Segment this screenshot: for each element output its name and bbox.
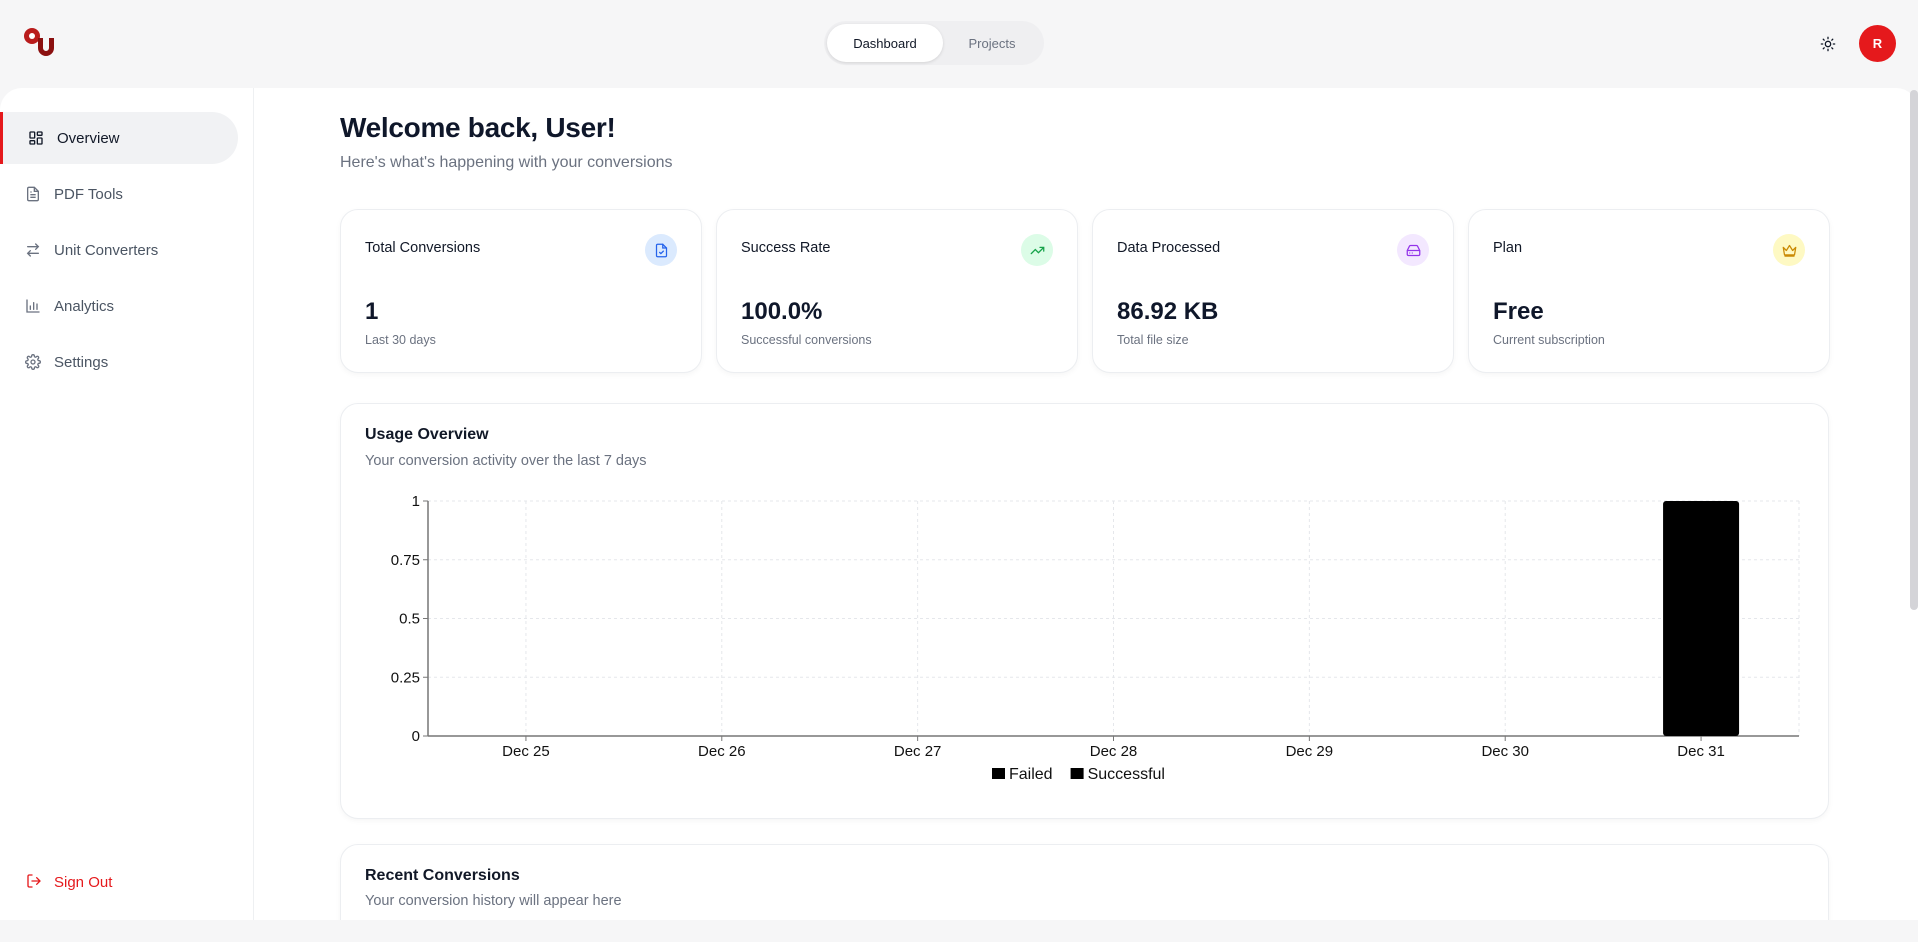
chart-x-tick-label: Dec 26 [698,743,746,760]
sun-icon [1820,36,1836,52]
page-subtitle: Here's what's happening with your conver… [340,154,673,171]
chart-legend-label: Successful [1088,766,1165,783]
grid-icon [27,129,45,147]
stat-note: Total file size [1117,333,1189,347]
chart-y-tick-label: 0 [412,728,420,745]
bar-chart-icon [24,297,42,315]
sign-out-label: Sign Out [54,873,113,891]
usage-title: Usage Overview [365,426,489,443]
chart-x-tick-label: Dec 31 [1677,743,1725,760]
app-logo[interactable] [22,26,56,60]
sidebar-item-label: Analytics [54,297,115,315]
stat-note: Successful conversions [741,333,872,347]
sidebar-item-label: Settings [54,353,109,371]
chart-y-tick-label: 0.5 [399,611,420,628]
chart-bar-successful [1663,501,1740,736]
top-bar: Dashboard Projects R [0,0,1918,88]
sidebar-item-pdf-tools[interactable]: PDF Tools [0,168,238,220]
usage-chart: 0 0.25 0.5 0.75 1 Dec 25 Dec 26 Dec 27 Dec 28 Dec… [391,493,1800,783]
sign-out-button[interactable]: Sign Out [26,873,112,891]
usage-subtitle: Your conversion activity over the last 7… [365,453,647,469]
stat-card-plan: Plan Free Current subscription [1468,209,1830,373]
sidebar-item-unit-converters[interactable]: Unit Converters [0,224,238,276]
recent-title: Recent Conversions [365,867,520,884]
tab-projects[interactable]: Projects [968,35,1016,51]
stat-title: Success Rate [741,240,831,256]
chart-x-tick-label: Dec 28 [1090,743,1138,760]
nav-tabs: Dashboard Projects [824,21,1044,65]
chart-x-tick-label: Dec 30 [1481,743,1529,760]
stat-value: 1 [365,298,379,325]
stat-title: Total Conversions [365,240,481,256]
recent-subtitle: Your conversion history will appear here [365,893,622,909]
hard-drive-icon [1397,234,1429,266]
chart-legend-label: Failed [1009,766,1053,783]
sidebar: Overview PDF Tools Unit Converters Analy… [0,88,254,920]
gear-icon [24,353,42,371]
page-title: Welcome back, User! [340,112,616,143]
theme-toggle-button[interactable] [1816,32,1840,56]
stat-card-total-conversions: Total Conversions 1 Last 30 days [340,209,702,373]
stat-value: 100.0% [741,298,823,325]
stat-value: 86.92 KB [1117,298,1219,325]
sidebar-item-label: Unit Converters [54,241,159,259]
stat-title: Plan [1493,240,1523,256]
sidebar-item-overview[interactable]: Overview [0,112,238,164]
stat-note: Last 30 days [365,333,436,347]
chart-x-tick-label: Dec 29 [1286,743,1334,760]
tab-dashboard[interactable]: Dashboard [827,24,943,62]
chart-x-tick-label: Dec 25 [502,743,550,760]
trending-up-icon [1021,234,1053,266]
main-panel: Overview PDF Tools Unit Converters Analy… [0,88,1918,920]
chart-y-tick-label: 0.25 [391,669,420,686]
chart-y-tick-label: 1 [412,493,420,510]
stat-value: Free [1493,298,1544,325]
arrows-swap-icon [24,241,42,259]
stat-title: Data Processed [1117,240,1221,256]
main-content: Welcome back, User! Here's what's happen… [340,88,1830,920]
user-avatar[interactable]: R [1859,25,1896,62]
file-icon [24,185,42,203]
stat-card-data-processed: Data Processed 86.92 KB Total file size [1092,209,1454,373]
crown-icon [1773,234,1805,266]
chart-x-tick-label: Dec 27 [894,743,942,760]
log-out-icon [26,873,44,891]
sidebar-item-label: Overview [57,129,120,147]
sidebar-item-settings[interactable]: Settings [0,336,238,388]
chart-legend-swatch [992,768,1005,779]
stat-card-success-rate: Success Rate 100.0% Successful conversio… [716,209,1078,373]
sidebar-item-label: PDF Tools [54,185,123,203]
chart-y-tick-label: 0.75 [391,552,420,569]
file-check-icon [645,234,677,266]
stat-note: Current subscription [1493,333,1605,347]
chart-legend-swatch [1070,768,1084,779]
recent-conversions-card: Recent Conversions Your conversion histo… [340,844,1829,920]
sidebar-item-analytics[interactable]: Analytics [0,280,238,332]
usage-overview-card: Usage Overview Your conversion activity … [340,403,1829,819]
page-scrollbar[interactable] [1910,90,1918,610]
